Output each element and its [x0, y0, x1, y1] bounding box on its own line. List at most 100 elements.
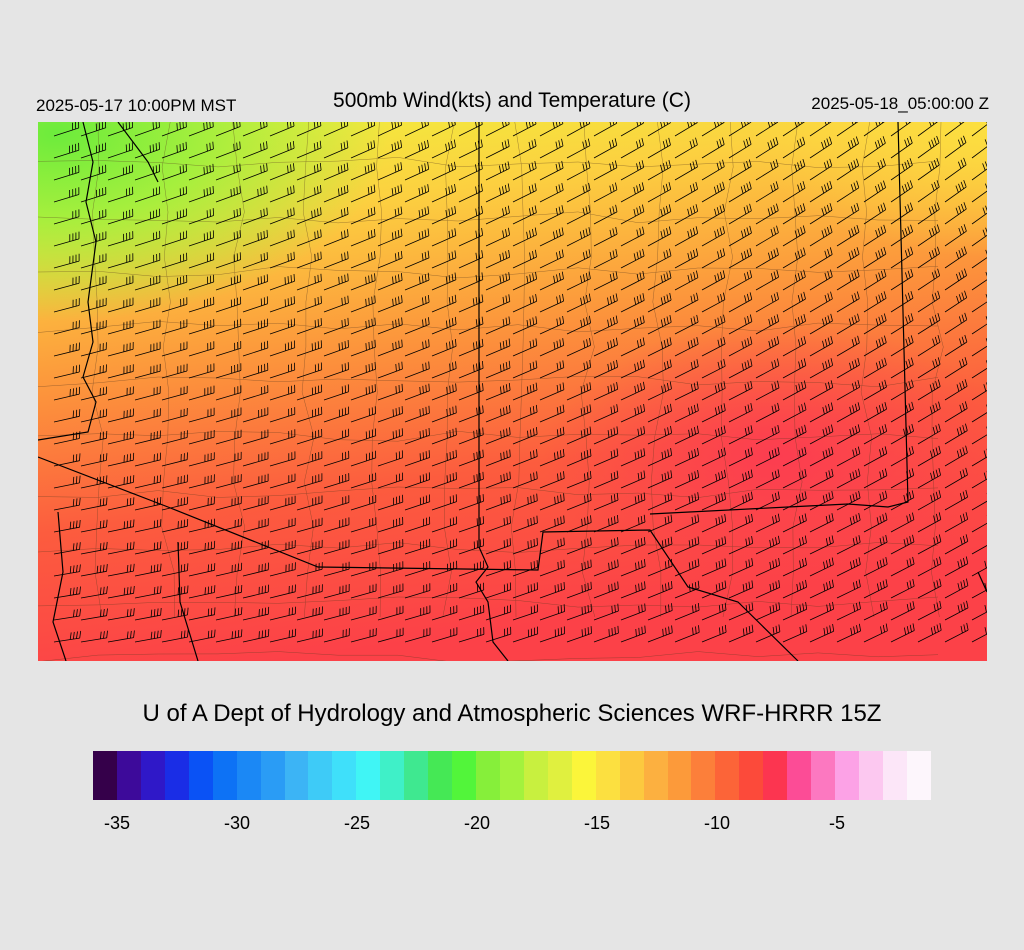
wind-barb: [458, 272, 484, 291]
colorbar-swatch: [811, 751, 836, 800]
wind-barb: [485, 161, 510, 181]
wind-barb: [80, 497, 108, 511]
wind-barb: [80, 586, 108, 599]
boundary-line: [475, 122, 509, 661]
wind-barb: [512, 205, 537, 225]
wind-barb: [80, 430, 108, 445]
wind-barb: [593, 426, 619, 445]
wind-barb: [944, 357, 968, 379]
wind-barb: [566, 138, 591, 159]
wind-barb: [377, 406, 403, 423]
wind-barb: [728, 491, 753, 511]
wind-barb: [674, 181, 698, 203]
colorbar-swatch: [667, 751, 692, 800]
wind-barb: [728, 314, 753, 335]
county-line: [931, 122, 944, 618]
wind-barb: [755, 624, 781, 643]
wind-barb: [296, 451, 323, 467]
wind-barb: [620, 359, 645, 379]
wind-barb: [782, 291, 806, 313]
colorbar-tick-label: -15: [583, 813, 611, 833]
wind-barb: [782, 203, 806, 225]
wind-barb: [350, 228, 376, 247]
wind-barb: [323, 251, 349, 269]
wind-barb: [755, 292, 779, 313]
wind-barb: [269, 495, 296, 511]
wind-barb: [134, 474, 162, 489]
wind-barb: [755, 247, 779, 269]
wind-barb: [269, 473, 296, 489]
wind-barb: [647, 315, 672, 335]
county-line: [371, 122, 382, 618]
wind-barb: [458, 228, 484, 247]
wind-barb: [512, 427, 538, 445]
wind-barb: [350, 583, 377, 599]
wind-barb: [647, 536, 673, 555]
wind-barb: [377, 250, 403, 269]
county-line: [232, 122, 246, 618]
wind-barb: [53, 497, 81, 511]
wind-barb: [539, 382, 565, 401]
wind-barb: [53, 364, 80, 379]
wind-barb: [296, 295, 322, 313]
wind-barb: [728, 447, 753, 467]
wind-barb: [323, 384, 349, 401]
wind-barbs: [53, 122, 987, 643]
wind-barb: [134, 230, 161, 247]
wind-barb: [863, 335, 887, 357]
wind-barb: [512, 294, 538, 313]
wind-barb: [242, 407, 269, 423]
wind-barb: [161, 430, 188, 445]
wind-barb: [53, 342, 80, 357]
wind-barb: [269, 407, 296, 423]
wind-barb: [701, 425, 726, 445]
wind-barb: [404, 427, 430, 445]
wind-barb: [242, 318, 269, 335]
wind-barb: [404, 472, 430, 489]
wind-barb: [215, 274, 242, 291]
wind-barb: [107, 408, 134, 423]
wind-barb: [728, 536, 754, 555]
wind-barb: [269, 384, 296, 401]
wind-barb: [809, 491, 834, 511]
wind-barb: [512, 404, 538, 423]
wind-barb: [161, 585, 189, 599]
wind-barb: [134, 363, 161, 379]
wind-barb: [944, 334, 968, 357]
wind-barb: [566, 122, 591, 137]
wind-barb: [566, 249, 591, 269]
wind-barb: [728, 469, 753, 489]
wind-barb: [134, 519, 162, 533]
wind-barb: [728, 358, 753, 379]
wind-barb: [836, 335, 860, 357]
wind-barb: [269, 606, 296, 621]
wind-barb: [296, 273, 322, 291]
wind-barb: [863, 579, 888, 599]
wind-barb: [188, 585, 216, 599]
wind-barb: [377, 122, 402, 137]
wind-barb: [782, 491, 807, 511]
wind-barb: [350, 472, 377, 489]
wind-barb: [404, 361, 430, 379]
wind-barb: [566, 160, 591, 181]
wind-barb: [107, 164, 134, 181]
wind-barb: [971, 139, 987, 159]
wind-barb: [539, 581, 565, 599]
wind-barb: [242, 229, 268, 247]
wind-barb: [431, 582, 458, 599]
wind-barb: [539, 160, 564, 181]
boundary-line: [117, 122, 159, 183]
wind-barb: [458, 627, 485, 643]
wind-barb: [674, 536, 700, 555]
wind-barb: [728, 380, 753, 401]
wind-barb: [161, 319, 188, 335]
wind-barb: [512, 161, 537, 181]
wind-barb: [377, 206, 403, 225]
wind-barb: [53, 564, 81, 577]
wind-barb: [107, 231, 134, 247]
wind-barb: [620, 122, 644, 137]
wind-barb: [188, 230, 214, 247]
wind-barb: [53, 231, 80, 247]
wind-barb: [593, 448, 619, 467]
wind-barb: [620, 138, 644, 159]
